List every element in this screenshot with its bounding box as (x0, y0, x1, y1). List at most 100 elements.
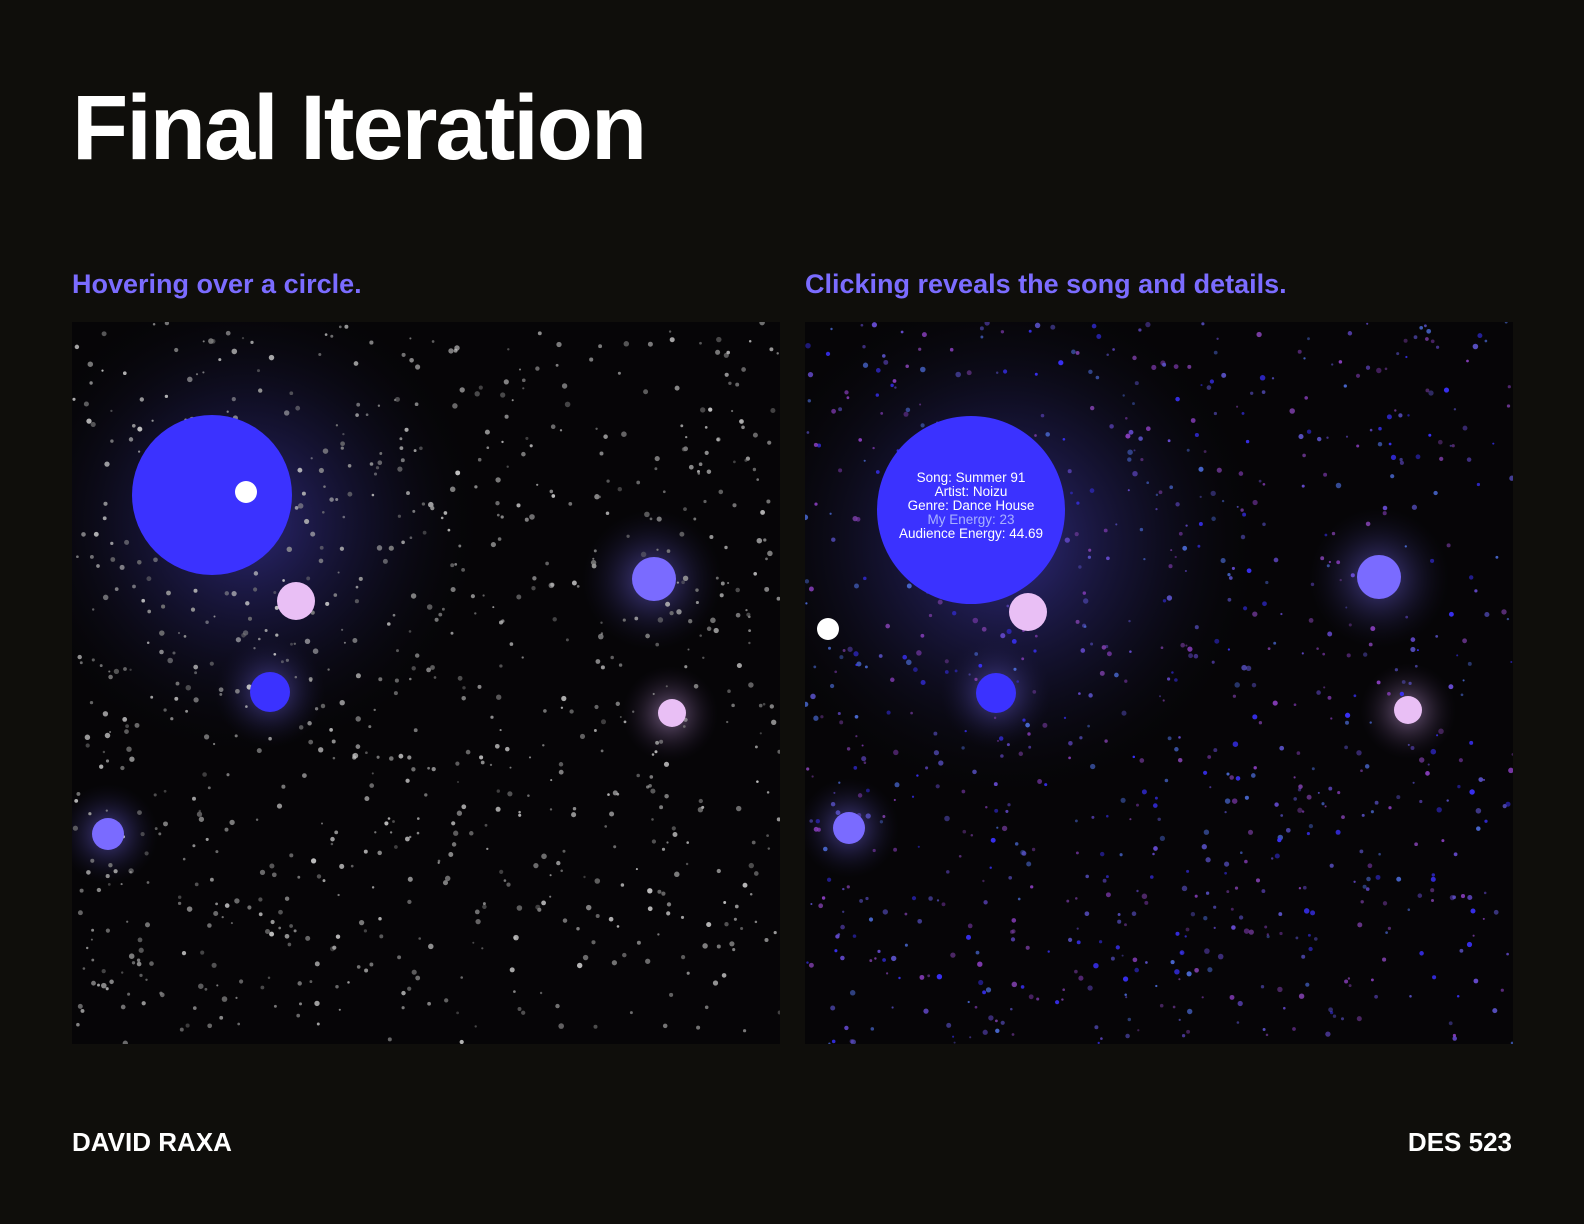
star (131, 423, 136, 428)
star (1034, 434, 1037, 437)
star (170, 717, 174, 721)
star (1238, 471, 1244, 476)
star (891, 1006, 894, 1009)
star (400, 458, 405, 463)
star (353, 361, 359, 366)
star (1114, 672, 1119, 678)
star (1090, 642, 1094, 646)
star (269, 931, 275, 937)
star (1120, 797, 1126, 803)
star (905, 364, 909, 369)
star (1205, 891, 1210, 895)
star (1122, 394, 1125, 397)
star (1171, 671, 1174, 674)
star (636, 480, 641, 485)
star (975, 950, 980, 955)
visualization-panel-hover[interactable] (72, 322, 780, 1044)
visualization-canvas-hover[interactable] (72, 322, 780, 1044)
star (741, 425, 745, 430)
star (241, 633, 246, 638)
song-circle-selected[interactable] (877, 416, 1065, 604)
star (1121, 954, 1124, 957)
star (257, 637, 261, 641)
star (1456, 654, 1459, 657)
star (1386, 414, 1392, 420)
star (1027, 732, 1031, 736)
song-circle[interactable] (92, 818, 124, 850)
star (363, 849, 368, 854)
star (1221, 372, 1227, 378)
star (1017, 897, 1021, 901)
star (1414, 842, 1418, 847)
star (281, 784, 286, 789)
star (1369, 721, 1372, 724)
song-circle[interactable] (250, 672, 290, 712)
star (727, 581, 730, 585)
star (537, 331, 542, 336)
star (1122, 976, 1129, 982)
visualization-canvas-click[interactable]: Song: Summer 91 Artist: Noizu Genre: Dan… (805, 322, 1513, 1044)
song-circle[interactable] (1394, 696, 1422, 724)
star (1356, 1016, 1362, 1022)
star (1013, 667, 1017, 671)
star (318, 558, 324, 564)
star (1198, 522, 1203, 526)
star (85, 743, 90, 748)
star (421, 502, 426, 506)
star (407, 986, 412, 991)
star (509, 967, 515, 973)
star (335, 934, 341, 939)
star (1376, 680, 1381, 685)
star (401, 540, 405, 545)
star (344, 324, 349, 329)
song-circle[interactable] (632, 557, 676, 601)
star (545, 561, 549, 566)
star (980, 335, 984, 339)
star (198, 809, 202, 813)
star (499, 869, 504, 874)
star (1199, 495, 1202, 499)
star (97, 983, 100, 987)
star (474, 612, 477, 615)
star (1030, 885, 1034, 889)
star (933, 731, 938, 736)
star (777, 749, 780, 754)
song-circle[interactable] (976, 673, 1016, 713)
star (756, 780, 759, 783)
song-circle-hovered[interactable] (132, 415, 292, 575)
star (815, 819, 820, 824)
song-circle[interactable] (833, 812, 865, 844)
star (1476, 482, 1481, 487)
star (1390, 474, 1395, 479)
star (904, 943, 908, 947)
star (810, 902, 813, 906)
star (1244, 795, 1249, 800)
song-circle[interactable] (1357, 555, 1401, 599)
star (137, 426, 143, 432)
star (506, 882, 511, 887)
star (455, 761, 460, 766)
star (1378, 426, 1382, 431)
star (941, 902, 946, 907)
song-circle[interactable] (1009, 593, 1047, 631)
visualization-panel-click[interactable]: Song: Summer 91 Artist: Noizu Genre: Dan… (805, 322, 1513, 1044)
star (96, 887, 102, 893)
star (868, 917, 874, 922)
star (861, 756, 867, 762)
star (296, 1013, 301, 1018)
star (723, 352, 729, 358)
star (1074, 532, 1079, 537)
star (1328, 560, 1332, 564)
star (192, 844, 196, 848)
star (773, 931, 777, 935)
song-circle[interactable] (658, 699, 686, 727)
star (1255, 878, 1261, 883)
star (685, 862, 689, 866)
song-circle[interactable] (277, 582, 315, 620)
star (944, 659, 949, 664)
star (767, 847, 771, 850)
star (883, 359, 889, 365)
star (1076, 927, 1079, 930)
star (245, 705, 248, 708)
star (662, 490, 666, 494)
